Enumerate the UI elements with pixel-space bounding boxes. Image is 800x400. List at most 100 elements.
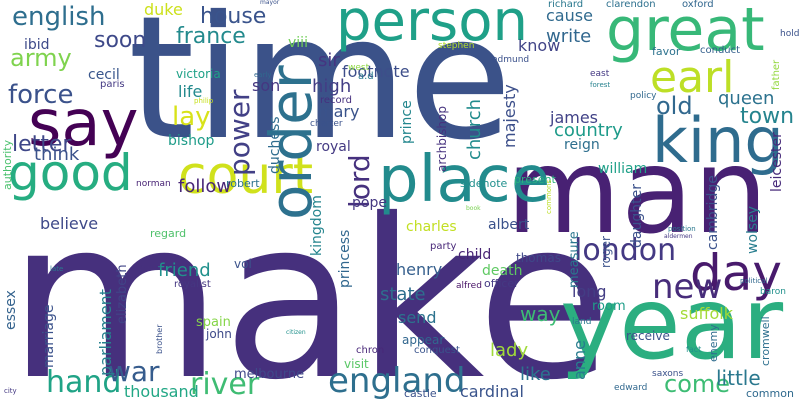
word-melbourne: melbourne [234, 367, 305, 382]
word-conquest: conquest [414, 345, 460, 356]
word-oxford: oxford [682, 0, 714, 10]
word-lay: lay [172, 102, 211, 132]
word-reign: reign [564, 137, 600, 153]
word-stephen: stephen [438, 41, 475, 51]
word-john: john [206, 327, 232, 341]
word-political: political [740, 277, 768, 285]
word-day: day [690, 244, 782, 302]
word-officer: officer [484, 277, 519, 290]
word-royal: royal [316, 139, 351, 155]
word-viii: viii [288, 35, 308, 51]
word-anne: anne [570, 340, 589, 380]
word-write: write [546, 26, 592, 47]
word-sir: sir [318, 50, 340, 71]
word-follow: follow [178, 176, 232, 197]
word-state: state [380, 284, 426, 305]
word-town: town [740, 104, 795, 129]
word-west: west [348, 63, 370, 73]
word-leicester: leicester [769, 132, 785, 192]
word-place: place [378, 143, 551, 217]
word-send: send [398, 308, 437, 327]
word-footnote: footnote [342, 62, 410, 81]
word-aldermen: aldermen [664, 233, 693, 240]
word-high: high [312, 76, 352, 97]
word-journal: journal [140, 263, 161, 270]
word-chron: chron [356, 345, 385, 356]
word-friend: friend [158, 260, 211, 281]
word-year: year [560, 265, 784, 382]
word-party: party [430, 241, 457, 252]
word-death: death [482, 263, 523, 279]
word-norman: norman [136, 179, 171, 189]
word-child: child [458, 247, 492, 263]
word-war: war [108, 355, 160, 388]
word-visit: visit [344, 357, 369, 371]
word-receive: receive [626, 329, 670, 343]
word-authority: authority [1, 139, 14, 190]
word-duke: duke [144, 0, 183, 19]
word-cause: cause [546, 6, 593, 25]
word-new: new [652, 267, 723, 307]
word-castle: castle [404, 387, 437, 400]
word-position: position [668, 225, 696, 233]
word-country: country [554, 120, 623, 141]
word-charter: charter [310, 119, 343, 129]
word-early: early [254, 71, 272, 79]
word-wolsey: wolsey [745, 205, 761, 254]
word-regard: regard [150, 227, 187, 240]
word-duchess: duchess [267, 116, 283, 174]
word-cardinal: cardinal [460, 382, 524, 400]
word-ibid: ibid [24, 37, 50, 53]
word-brother: brother [155, 324, 164, 354]
word-philip: philip [194, 97, 214, 105]
word-baron: baron [760, 287, 786, 297]
word-paris: paris [100, 79, 125, 90]
word-father: father [771, 59, 782, 90]
word-book: book [466, 205, 481, 212]
word-make: make [8, 172, 613, 400]
word-sidenote: sidenote [460, 177, 508, 190]
word-james: james [550, 108, 599, 127]
word-edmund: edmund [492, 55, 530, 65]
word-queen: queen [718, 88, 775, 109]
word-daughter: daughter [629, 184, 645, 248]
word-suffolk: suffolk [680, 304, 733, 323]
word-majesty: majesty [500, 84, 519, 148]
word-city: city [4, 387, 17, 395]
word-a.d: a.d [358, 71, 374, 82]
word-clarendon: clarendon [606, 0, 656, 10]
word-river: river [190, 367, 260, 400]
word-court: court [178, 146, 314, 206]
word-roger: roger [599, 236, 613, 268]
word-cromwell: cromwell [759, 316, 772, 366]
word-conduct: conduct [700, 45, 741, 56]
word-thousand: thousand [124, 382, 199, 400]
word-pope: pope [352, 195, 387, 211]
word-measure: measure [567, 231, 582, 288]
word-spain: spain [196, 315, 231, 330]
word-archbishop: archbishop [435, 106, 449, 172]
word-cecil: cecil [88, 67, 120, 83]
word-henry: henry [396, 260, 443, 279]
word-little: little [716, 366, 761, 390]
word-common: common [746, 387, 794, 400]
word-lady: lady [490, 340, 529, 361]
word-like: like [520, 364, 551, 385]
word-commons: commons [545, 179, 553, 214]
word-saxons: saxons [652, 369, 684, 379]
word-son: son [252, 76, 281, 95]
word-vol: vol [234, 257, 252, 271]
word-power: power [223, 89, 256, 176]
word-think: think [34, 144, 80, 165]
word-late: late [50, 265, 64, 273]
word-record: record [320, 95, 352, 106]
word-prince: prince [399, 100, 415, 144]
word-marriage: marriage [41, 304, 57, 368]
word-parliament: parliament [96, 288, 115, 376]
word-richard: richard [548, 0, 584, 10]
word-believe: believe [40, 214, 99, 233]
word-know: know [518, 36, 561, 55]
word-king: king [652, 104, 784, 177]
word-good: good [8, 144, 133, 202]
